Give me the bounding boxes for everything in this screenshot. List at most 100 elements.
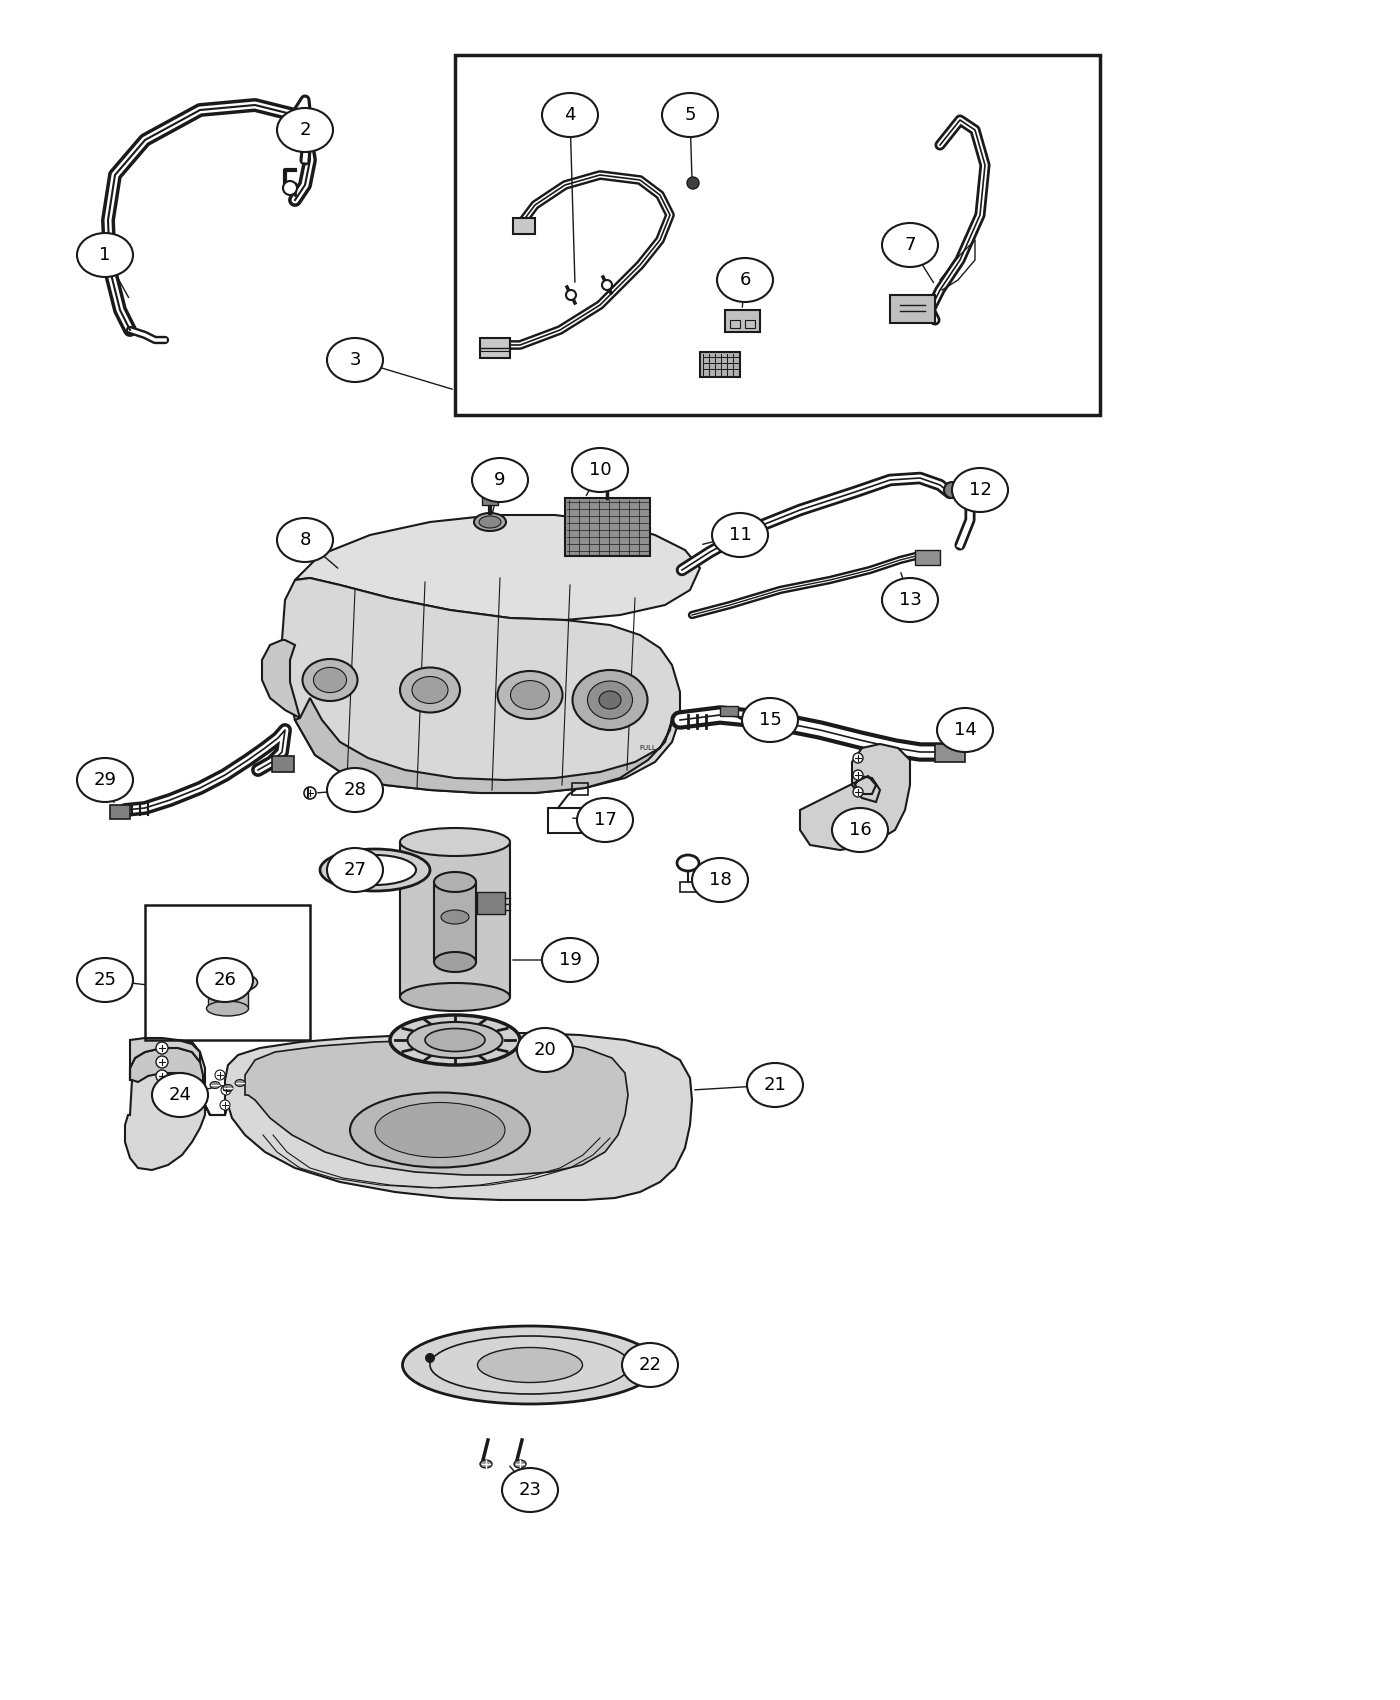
Ellipse shape: [475, 513, 505, 530]
Ellipse shape: [472, 457, 528, 501]
Ellipse shape: [832, 808, 888, 852]
Ellipse shape: [662, 94, 718, 138]
Text: 22: 22: [638, 1357, 661, 1374]
Ellipse shape: [713, 513, 769, 558]
Circle shape: [220, 1100, 230, 1110]
Ellipse shape: [477, 1348, 582, 1382]
Ellipse shape: [277, 518, 333, 563]
Ellipse shape: [328, 848, 384, 892]
Ellipse shape: [503, 1469, 559, 1511]
Polygon shape: [295, 515, 700, 620]
Text: 18: 18: [708, 870, 731, 889]
Text: 20: 20: [533, 1040, 556, 1059]
Text: 2: 2: [300, 121, 311, 139]
Text: 21: 21: [763, 1076, 787, 1095]
Ellipse shape: [599, 690, 622, 709]
Ellipse shape: [400, 983, 510, 1011]
Polygon shape: [295, 699, 672, 792]
Ellipse shape: [588, 682, 633, 719]
Ellipse shape: [335, 855, 416, 886]
Text: 24: 24: [168, 1086, 192, 1103]
Ellipse shape: [748, 1062, 804, 1107]
Text: 5: 5: [685, 105, 696, 124]
Polygon shape: [262, 639, 300, 717]
Circle shape: [155, 1069, 168, 1081]
Ellipse shape: [479, 517, 501, 529]
Bar: [547, 808, 588, 833]
Polygon shape: [125, 1034, 692, 1200]
Ellipse shape: [400, 668, 461, 712]
Text: 12: 12: [969, 481, 991, 500]
Ellipse shape: [882, 223, 938, 267]
Text: 9: 9: [494, 471, 505, 490]
Circle shape: [944, 483, 960, 498]
Text: 19: 19: [559, 950, 581, 969]
Ellipse shape: [480, 1460, 491, 1469]
Text: 3: 3: [349, 350, 361, 369]
Ellipse shape: [391, 1015, 519, 1064]
Circle shape: [566, 291, 575, 299]
Text: 6: 6: [739, 270, 750, 289]
Ellipse shape: [742, 699, 798, 741]
Polygon shape: [245, 1040, 629, 1175]
Ellipse shape: [426, 1028, 484, 1052]
Circle shape: [217, 962, 227, 972]
Ellipse shape: [207, 976, 249, 989]
Circle shape: [853, 753, 862, 763]
Text: 14: 14: [953, 721, 976, 740]
Bar: [111, 806, 130, 819]
Ellipse shape: [622, 1343, 678, 1387]
Bar: [729, 320, 741, 328]
Ellipse shape: [77, 959, 133, 1001]
Text: 23: 23: [518, 1481, 542, 1499]
Ellipse shape: [441, 910, 469, 925]
Ellipse shape: [328, 338, 384, 382]
Text: 7: 7: [904, 236, 916, 253]
Circle shape: [853, 770, 862, 780]
Bar: [400, 842, 510, 996]
Ellipse shape: [573, 449, 629, 491]
Text: 15: 15: [759, 711, 781, 729]
Ellipse shape: [77, 233, 133, 277]
Bar: [477, 892, 505, 915]
Ellipse shape: [717, 258, 773, 303]
Bar: [566, 498, 650, 556]
Text: 13: 13: [899, 592, 921, 609]
Ellipse shape: [937, 707, 993, 751]
Circle shape: [304, 787, 316, 799]
Ellipse shape: [153, 1073, 209, 1117]
Ellipse shape: [517, 1028, 573, 1073]
Bar: [916, 551, 939, 564]
Ellipse shape: [882, 578, 938, 622]
Ellipse shape: [302, 660, 357, 700]
Text: 16: 16: [848, 821, 871, 840]
Bar: [745, 320, 755, 328]
Text: 29: 29: [94, 772, 116, 789]
Circle shape: [853, 787, 862, 797]
Bar: [680, 882, 699, 893]
Ellipse shape: [573, 670, 647, 729]
Text: 4: 4: [564, 105, 575, 124]
Bar: [890, 296, 935, 323]
Bar: [272, 756, 294, 772]
Circle shape: [602, 474, 612, 484]
Ellipse shape: [350, 1093, 531, 1168]
Text: 11: 11: [728, 525, 752, 544]
Ellipse shape: [407, 1022, 503, 1057]
Bar: [146, 904, 309, 1040]
Ellipse shape: [314, 668, 347, 692]
Ellipse shape: [207, 1001, 249, 1017]
Ellipse shape: [434, 952, 476, 972]
Text: 17: 17: [594, 811, 616, 830]
Circle shape: [216, 1069, 225, 1080]
Ellipse shape: [403, 1326, 658, 1404]
Bar: [512, 218, 535, 235]
Circle shape: [283, 180, 297, 196]
Bar: [935, 745, 965, 762]
Polygon shape: [281, 578, 680, 792]
Polygon shape: [130, 1039, 200, 1080]
Circle shape: [221, 1085, 231, 1095]
Ellipse shape: [511, 680, 549, 709]
Text: 27: 27: [343, 860, 367, 879]
Text: 10: 10: [588, 461, 612, 479]
